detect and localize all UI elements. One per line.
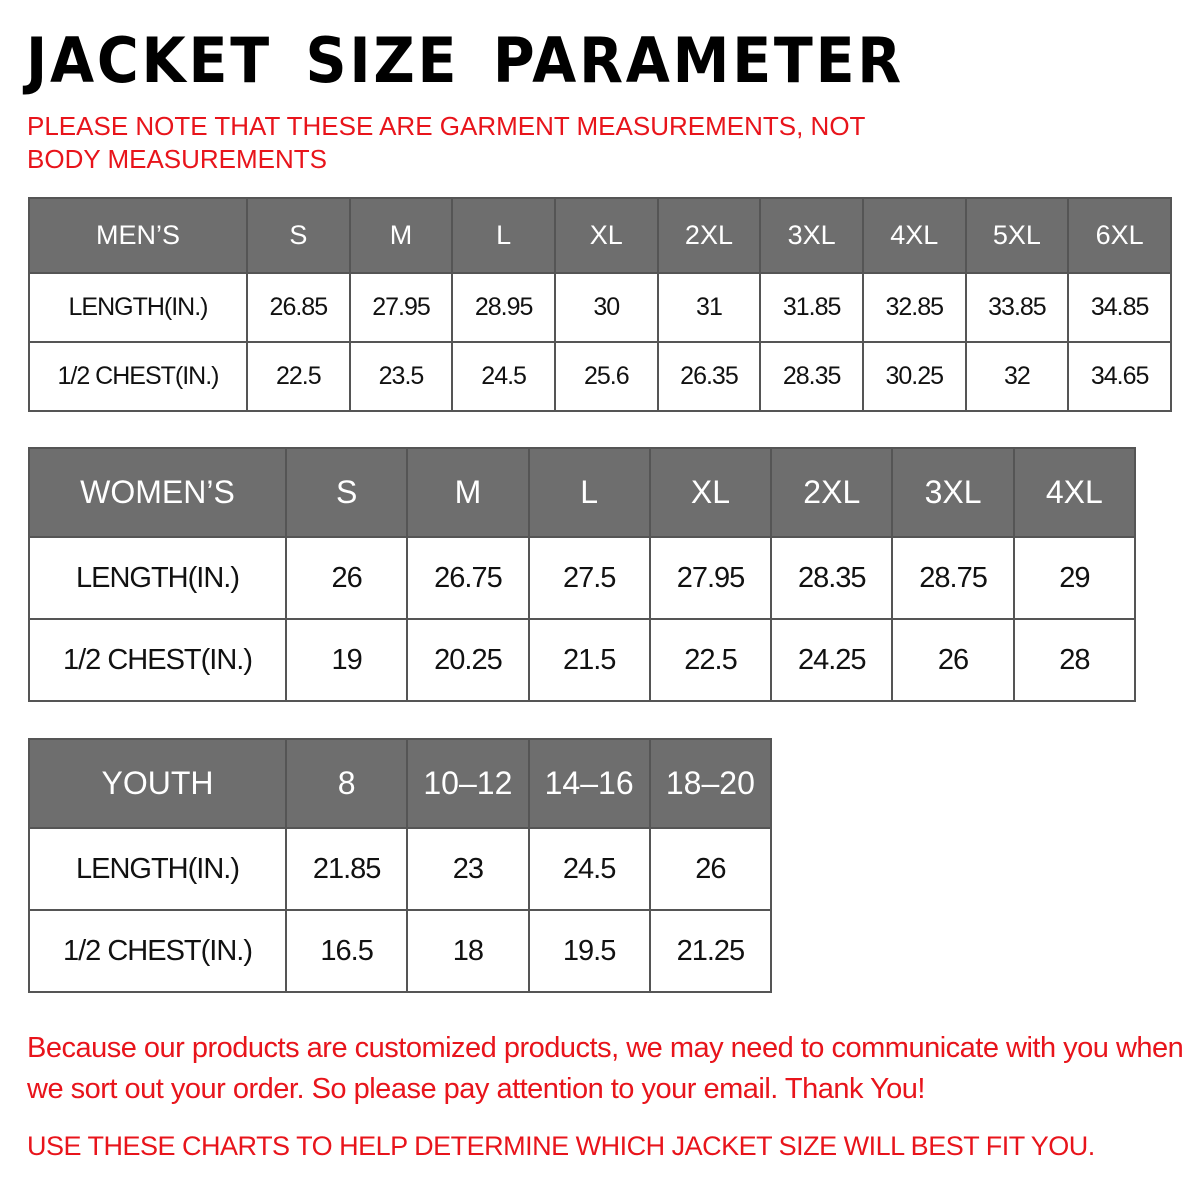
page-title: JACKET SIZE PARAMETER — [26, 24, 904, 97]
size-header-cell: XL — [648, 447, 773, 538]
measurement-cell: 34.65 — [1067, 341, 1172, 412]
measurement-cell: 19 — [284, 618, 409, 702]
row-label-cell: LENGTH(IN.) — [28, 272, 248, 343]
measurement-cell: 23.5 — [348, 341, 454, 412]
measurement-cell: 32 — [964, 341, 1070, 412]
table-row: 1/2 CHEST(IN.) 16.5 18 19.5 21.25 — [28, 909, 773, 993]
size-header-cell: 4XL — [1012, 447, 1137, 538]
table-row: LENGTH(IN.) 26.85 27.95 28.95 30 31 31.85 32.85… — [28, 272, 1172, 343]
measurement-cell: 24.25 — [770, 618, 894, 702]
measurement-cell: 34.85 — [1067, 272, 1172, 343]
measurement-cell: 22.5 — [648, 618, 773, 702]
measurement-cell: 26.75 — [406, 536, 530, 620]
size-header-cell: 8 — [284, 738, 409, 829]
row-label-cell: LENGTH(IN.) — [28, 536, 287, 620]
size-header-cell: L — [527, 447, 651, 538]
measurement-cell: 21.25 — [648, 909, 773, 993]
size-header-cell: 3XL — [891, 447, 1015, 538]
table-row: 1/2 CHEST(IN.) 19 20.25 21.5 22.5 24.25 26 28 — [28, 618, 1137, 702]
size-header-cell: M — [406, 447, 530, 538]
measurement-cell: 31 — [656, 272, 762, 343]
measurement-cell: 26.35 — [656, 341, 762, 412]
measurement-cell: 26.85 — [246, 272, 351, 343]
measurement-cell: 25.6 — [553, 341, 659, 412]
measurement-cell: 26 — [284, 536, 409, 620]
measurement-cell: 28.95 — [451, 272, 556, 343]
table-header-row: YOUTH 8 10–12 14–16 18–20 — [28, 738, 773, 829]
row-label-cell: 1/2 CHEST(IN.) — [28, 341, 248, 412]
mens-size-table: MEN’S S M L XL 2XL 3XL 4XL 5XL 6XL LENGTH(IN.) 26.8… — [28, 197, 1172, 412]
measurement-cell: 32.85 — [861, 272, 967, 343]
row-label-cell: 1/2 CHEST(IN.) — [28, 618, 287, 702]
measurement-cell: 30.25 — [861, 341, 967, 412]
measurement-cell: 24.5 — [527, 827, 651, 911]
measurement-cell: 27.95 — [648, 536, 773, 620]
size-header-cell: S — [284, 447, 409, 538]
size-header-cell: M — [348, 197, 454, 274]
size-header-cell: 6XL — [1067, 197, 1172, 274]
size-header-cell: 18–20 — [648, 738, 773, 829]
table-title-cell: WOMEN’S — [28, 447, 287, 538]
table-header-row: WOMEN’S S M L XL 2XL 3XL 4XL — [28, 447, 1137, 538]
measurement-cell: 24.5 — [451, 341, 556, 412]
size-header-cell: 4XL — [861, 197, 967, 274]
measurement-note: PLEASE NOTE THAT THESE ARE GARMENT MEASU… — [27, 111, 865, 174]
measurement-cell: 26 — [648, 827, 773, 911]
measurement-cell: 21.85 — [284, 827, 409, 911]
size-header-cell: 2XL — [656, 197, 762, 274]
size-header-cell: S — [246, 197, 351, 274]
measurement-cell: 26 — [891, 618, 1015, 702]
size-header-cell: 5XL — [964, 197, 1070, 274]
table-row: LENGTH(IN.) 21.85 23 24.5 26 — [28, 827, 773, 911]
measurement-cell: 20.25 — [406, 618, 530, 702]
size-header-cell: 10–12 — [406, 738, 530, 829]
table-title-cell: YOUTH — [28, 738, 287, 829]
measurement-cell: 28.75 — [891, 536, 1015, 620]
measurement-cell: 19.5 — [527, 909, 651, 993]
measurement-cell: 29 — [1012, 536, 1137, 620]
measurement-cell: 23 — [406, 827, 530, 911]
table-header-row: MEN’S S M L XL 2XL 3XL 4XL 5XL 6XL — [28, 197, 1172, 274]
measurement-cell: 30 — [553, 272, 659, 343]
row-label-cell: 1/2 CHEST(IN.) — [28, 909, 287, 993]
size-header-cell: 2XL — [770, 447, 894, 538]
row-label-cell: LENGTH(IN.) — [28, 827, 287, 911]
table-row: LENGTH(IN.) 26 26.75 27.5 27.95 28.35 28.75 29 — [28, 536, 1137, 620]
size-header-cell: L — [451, 197, 556, 274]
measurement-cell: 33.85 — [964, 272, 1070, 343]
measurement-cell: 31.85 — [759, 272, 864, 343]
youth-size-table: YOUTH 8 10–12 14–16 18–20 LENGTH(IN.) 21.85 23 2… — [28, 738, 773, 993]
size-header-cell: XL — [553, 197, 659, 274]
measurement-cell: 28 — [1012, 618, 1137, 702]
womens-size-table: WOMEN’S S M L XL 2XL 3XL 4XL LENGTH(IN.) 26 26.75 2… — [28, 447, 1137, 702]
size-header-cell: 3XL — [759, 197, 864, 274]
size-header-cell: 14–16 — [527, 738, 651, 829]
table-row: 1/2 CHEST(IN.) 22.5 23.5 24.5 25.6 26.35 28.35… — [28, 341, 1172, 412]
measurement-cell: 21.5 — [527, 618, 651, 702]
customization-notice: Because our products are customized prod… — [27, 1032, 1184, 1105]
size-advice: USE THESE CHARTS TO HELP DETERMINE WHICH… — [27, 1131, 1095, 1161]
measurement-cell: 28.35 — [770, 536, 894, 620]
measurement-cell: 18 — [406, 909, 530, 993]
measurement-cell: 28.35 — [759, 341, 864, 412]
measurement-cell: 27.95 — [348, 272, 454, 343]
measurement-cell: 22.5 — [246, 341, 351, 412]
measurement-cell: 16.5 — [284, 909, 409, 993]
measurement-cell: 27.5 — [527, 536, 651, 620]
table-title-cell: MEN’S — [28, 197, 248, 274]
